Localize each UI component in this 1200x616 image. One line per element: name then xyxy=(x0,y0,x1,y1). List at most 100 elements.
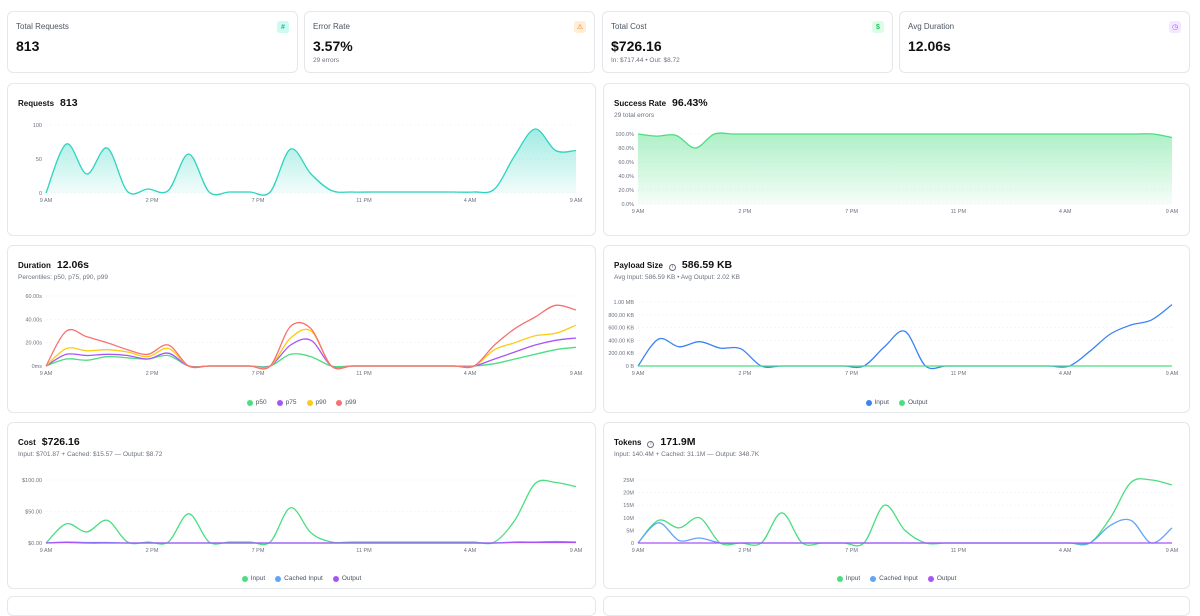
x-tick-label: 4 AM xyxy=(1059,209,1072,215)
chart-title-value: 12.06s xyxy=(56,259,90,271)
success-rate-chart[interactable]: 100.0%80.0%60.0%40.0%20.0%0.0%9 AM 2 PM 7 … xyxy=(604,84,1191,237)
chart-legend: Input Cached Input Output xyxy=(8,575,595,582)
y-tick-label: 0 xyxy=(39,191,42,197)
x-tick-label: 9 AM xyxy=(40,198,53,204)
duration-chart-card: Duration 12.06s Percentiles: p50, p75, p9… xyxy=(7,245,596,413)
chart-legend: p50 p75 p90 p99 xyxy=(8,399,595,406)
x-tick-label: 9 AM xyxy=(632,371,645,377)
tokens-chart-card: Tokens i 171.9M Input: 140.4M + Cached: 31… xyxy=(603,422,1190,589)
y-tick-label: 20M xyxy=(623,491,634,497)
y-tick-label: 40.00s xyxy=(25,317,42,323)
y-tick-label: 0.0% xyxy=(621,202,634,208)
legend-dot xyxy=(246,399,253,406)
legend-dot xyxy=(927,575,934,582)
y-tick-label: 0ms xyxy=(32,364,43,370)
stat-label: Avg Duration xyxy=(908,22,955,31)
y-tick-label: 60.0% xyxy=(618,160,634,166)
y-tick-label: 100.0% xyxy=(615,132,634,138)
payload-size-chart[interactable]: 1.00 MB 800.00 KB 600.00 KB 400.00 KB 200.00… xyxy=(604,246,1191,414)
legend-dot xyxy=(332,575,339,582)
chart-title-label: Success Rate xyxy=(614,99,667,108)
chart-title: Cost $726.16 xyxy=(18,436,80,448)
x-tick-label: 9 AM xyxy=(40,371,53,377)
legend-item-p99[interactable]: p99 xyxy=(336,399,356,406)
series-line-input xyxy=(637,304,1173,370)
series-line-p90 xyxy=(45,324,577,370)
y-tick-label: 20.00s xyxy=(25,341,42,347)
chart-subtitle: 29 total errors xyxy=(614,112,655,119)
y-tick-label: 10M xyxy=(623,516,634,522)
x-tick-label: 9 AM xyxy=(570,198,583,204)
x-tick-label: 11 PM xyxy=(951,209,967,215)
chart-subtitle: Avg Input: 586.59 KB • Avg Output: 2.02 … xyxy=(614,274,740,281)
legend-item-output[interactable]: Output xyxy=(927,575,956,582)
clock-icon: ◷ xyxy=(1169,21,1181,33)
legend-item-p50[interactable]: p50 xyxy=(246,399,267,406)
info-icon[interactable]: i xyxy=(668,264,676,271)
next-card-edge xyxy=(7,596,596,616)
x-tick-label: 9 AM xyxy=(570,371,583,377)
series-line-input xyxy=(637,478,1173,547)
legend-dot xyxy=(336,399,343,406)
x-tick-label: 2 PM xyxy=(146,198,159,204)
x-tick-label: 11 PM xyxy=(356,198,372,204)
stat-value: 813 xyxy=(16,38,40,54)
next-card-edge xyxy=(603,596,1190,616)
y-tick-label: 400.00 KB xyxy=(608,338,634,344)
x-tick-label: 4 AM xyxy=(1059,371,1072,377)
legend-item-p90[interactable]: p90 xyxy=(306,399,327,406)
legend-item-p75[interactable]: p75 xyxy=(276,399,297,406)
x-tick-label: 11 PM xyxy=(951,371,967,377)
legend-label: Input xyxy=(250,575,266,582)
series-line-value xyxy=(637,132,1173,149)
stat-total-requests: Total Requests 813 # xyxy=(7,11,298,73)
y-tick-label: 80.0% xyxy=(618,146,634,152)
legend-dot xyxy=(870,575,877,582)
y-tick-label: 1.00 MB xyxy=(614,300,635,306)
x-tick-label: 7 PM xyxy=(252,198,265,204)
stat-total-cost: Total Cost $726.16 In: $717.44 • Out: $8… xyxy=(602,11,893,73)
warning-icon: ⚠ xyxy=(574,21,586,33)
x-tick-label: 11 PM xyxy=(951,548,967,554)
legend-item-input[interactable]: Input xyxy=(865,399,889,406)
chart-title-label: Tokens xyxy=(614,438,642,447)
x-tick-label: 2 PM xyxy=(738,371,751,377)
legend-item-cached-input[interactable]: Cached Input xyxy=(275,575,323,582)
info-icon[interactable]: i xyxy=(647,441,655,448)
legend-item-output[interactable]: Output xyxy=(898,399,927,406)
chart-title-value: 586.59 KB xyxy=(681,259,733,271)
x-tick-label: 9 AM xyxy=(1166,209,1179,215)
chart-title-value: 171.9M xyxy=(660,436,696,448)
x-tick-label: 2 PM xyxy=(146,548,159,554)
x-tick-label: 7 PM xyxy=(845,371,858,377)
legend-label: p90 xyxy=(315,399,327,406)
chart-title: Tokens i 171.9M xyxy=(614,436,695,448)
legend-item-input[interactable]: Input xyxy=(836,575,860,582)
legend-label: p99 xyxy=(345,399,357,406)
success-rate-chart-card: Success Rate 96.43% 29 total errors 100.0… xyxy=(603,83,1190,236)
cost-chart[interactable]: $100.00$50.00$0.009 AM 2 PM 7 PM 11 PM 4 AM 9… xyxy=(8,423,597,590)
x-tick-label: 9 AM xyxy=(632,548,645,554)
x-tick-label: 9 AM xyxy=(40,548,53,554)
legend-item-input[interactable]: Input xyxy=(241,575,266,582)
legend-item-output[interactable]: Output xyxy=(332,575,361,582)
x-tick-label: 9 AM xyxy=(1166,548,1179,554)
area-value xyxy=(46,128,576,196)
series-line-p99 xyxy=(45,304,577,370)
chart-title: Success Rate 96.43% xyxy=(614,97,708,109)
stat-sub: 29 errors xyxy=(313,57,340,64)
y-tick-label: $0.00 xyxy=(28,541,42,547)
legend-item-cached-input[interactable]: Cached Input xyxy=(870,575,918,582)
legend-dot xyxy=(306,399,313,406)
series-line-p50 xyxy=(45,346,577,368)
legend-dot xyxy=(836,575,843,582)
payload-size-chart-card: Payload Size i 586.59 KB Avg Input: 586.59… xyxy=(603,245,1190,413)
chart-title-value: 813 xyxy=(60,97,78,109)
x-tick-label: 7 PM xyxy=(252,371,265,377)
x-tick-label: 4 AM xyxy=(464,548,477,554)
legend-label: p75 xyxy=(285,399,297,406)
series-line-input xyxy=(45,479,577,546)
